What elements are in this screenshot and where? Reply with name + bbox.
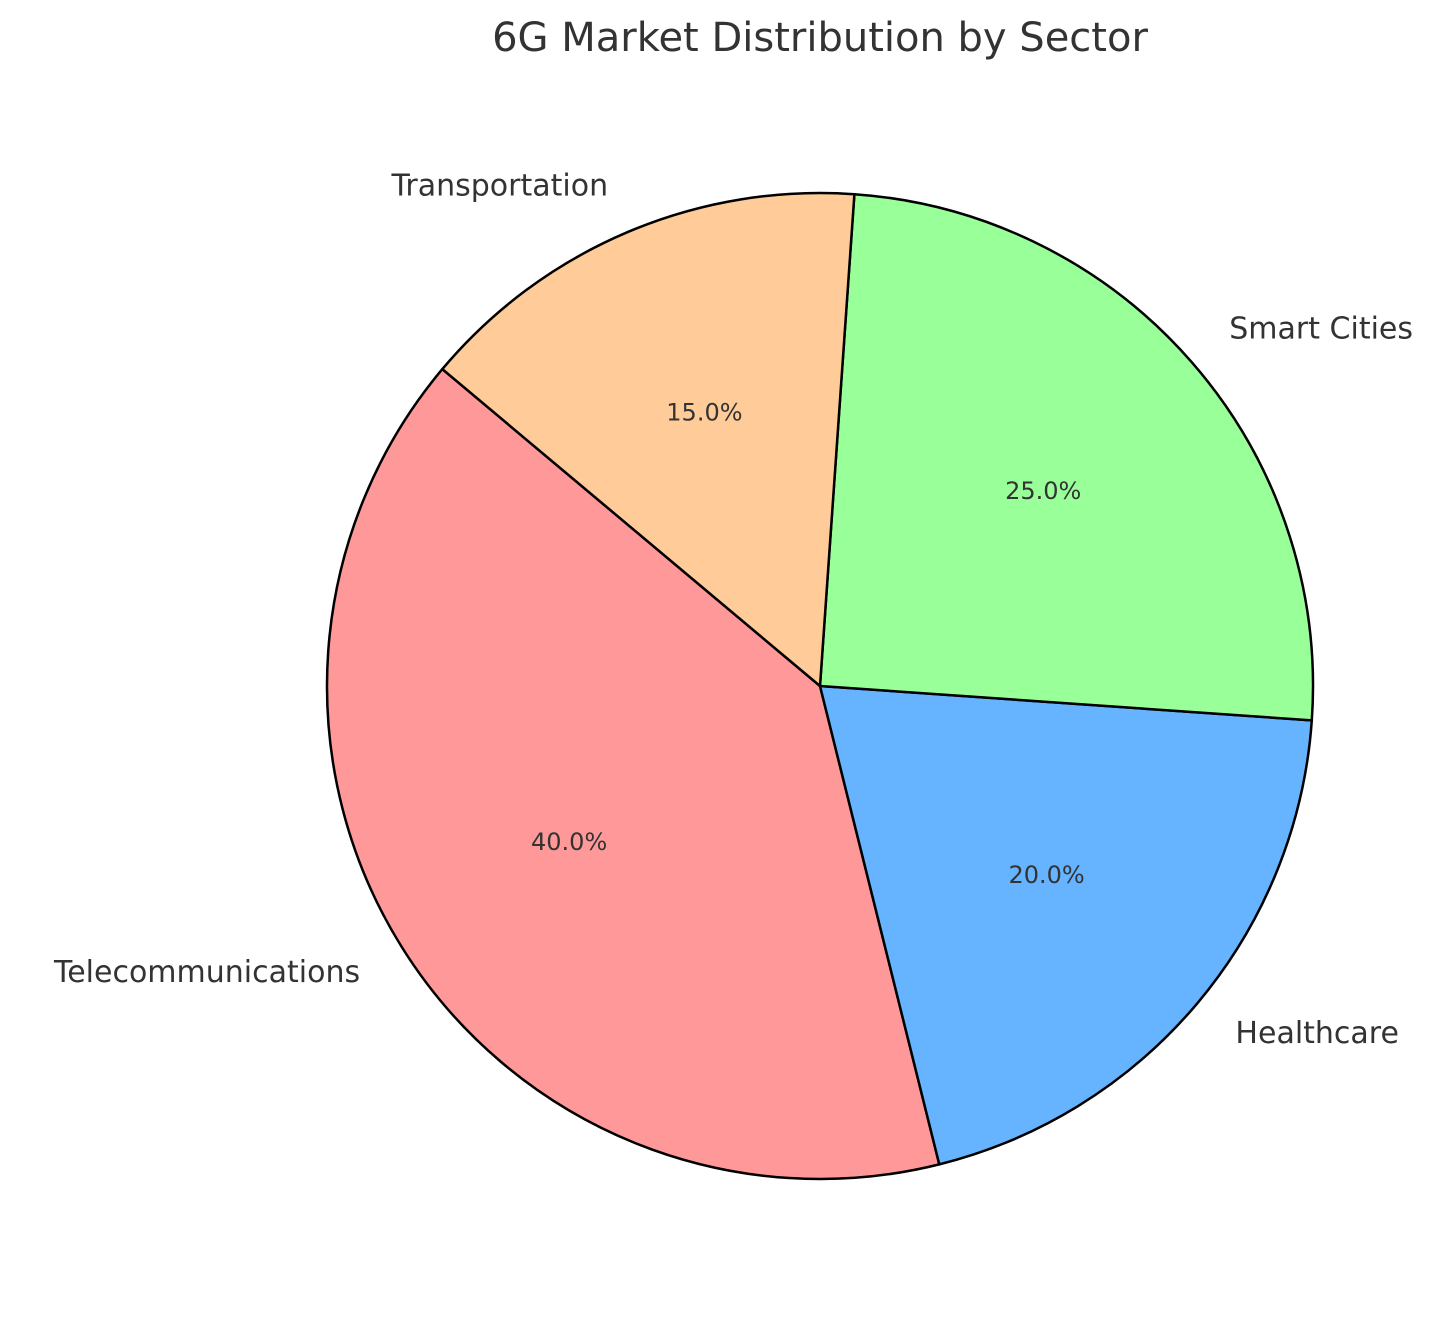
value-label: 40.0% bbox=[531, 828, 607, 856]
slice-label: Healthcare bbox=[1235, 1016, 1399, 1051]
slice-label: Smart Cities bbox=[1229, 312, 1413, 347]
pie-slice bbox=[441, 191, 856, 688]
chart-title: 6G Market Distribution by Sector bbox=[492, 15, 1148, 61]
pie-slice bbox=[325, 367, 941, 1181]
slice-label: Transportation bbox=[390, 168, 608, 203]
value-label: 15.0% bbox=[666, 399, 742, 427]
pie-slice bbox=[818, 192, 1315, 722]
slice-label: Telecommunications bbox=[53, 955, 360, 990]
pie-slice bbox=[818, 684, 1314, 1166]
value-label: 20.0% bbox=[1008, 861, 1084, 889]
value-label: 25.0% bbox=[1005, 477, 1081, 505]
